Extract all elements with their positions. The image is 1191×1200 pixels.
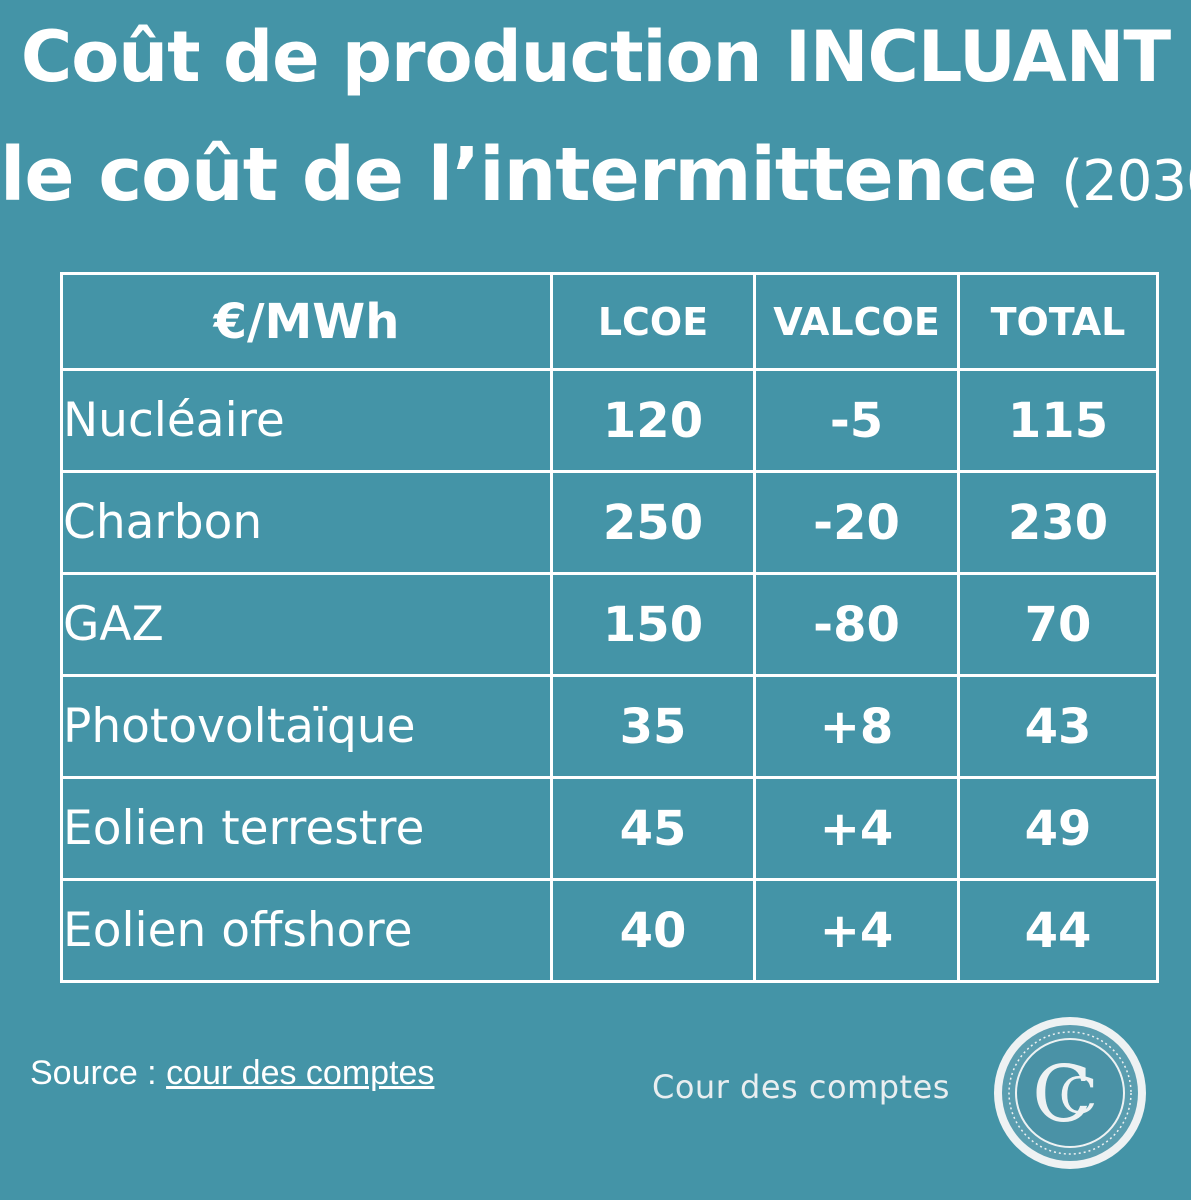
table-row-eolien-terrestre: Eolien terrestre 45 +4 49 [60, 776, 1159, 881]
cost-table: €/MWh LCOE VALCOE TOTAL Nucléaire 120 -5… [60, 272, 1159, 983]
column-header-total: TOTAL [957, 272, 1159, 371]
total-value: 115 [957, 368, 1159, 473]
total-value: 70 [957, 572, 1159, 677]
lcoe-value: 45 [550, 776, 756, 881]
row-label: Nucléaire [60, 368, 553, 473]
brand-name: Cour des comptes [652, 1068, 950, 1106]
title-line-2-text: le coût de l’intermittence [0, 132, 1037, 218]
title-line-2: le coût de l’intermittence (2030) [0, 138, 1191, 254]
valcoe-value: -80 [753, 572, 960, 677]
row-label: Eolien terrestre [60, 776, 553, 881]
row-label: Eolien offshore [60, 878, 553, 983]
total-value: 230 [957, 470, 1159, 575]
row-label: Photovoltaïque [60, 674, 553, 779]
total-value: 49 [957, 776, 1159, 881]
title-line-1: Coût de production INCLUANT [20, 16, 1171, 98]
row-label: Charbon [60, 470, 553, 575]
title-year: (2030) [1061, 149, 1191, 214]
valcoe-value: +8 [753, 674, 960, 779]
lcoe-value: 40 [550, 878, 756, 983]
row-label: GAZ [60, 572, 553, 677]
valcoe-value: -20 [753, 470, 960, 575]
table-row-nucleaire: Nucléaire 120 -5 115 [60, 368, 1159, 473]
source-label: Source : [30, 1054, 167, 1092]
table-row-gaz: GAZ 150 -80 70 [60, 572, 1159, 677]
table-row-charbon: Charbon 250 -20 230 [60, 470, 1159, 575]
svg-text:C: C [1032, 1050, 1092, 1140]
total-value: 44 [957, 878, 1159, 983]
lcoe-value: 35 [550, 674, 756, 779]
column-header-valcoe: VALCOE [753, 272, 960, 371]
valcoe-value: +4 [753, 776, 960, 881]
table-row-eolien-offshore: Eolien offshore 40 +4 44 [60, 878, 1159, 983]
source-line: Source : cour des comptes [30, 1054, 434, 1093]
chart-title: Coût de production INCLUANT le coût de l… [0, 22, 1191, 254]
unit-header: €/MWh [60, 272, 553, 371]
total-value: 43 [957, 674, 1159, 779]
valcoe-value: -5 [753, 368, 960, 473]
valcoe-value: +4 [753, 878, 960, 983]
column-header-lcoe: LCOE [550, 272, 756, 371]
table-row-photovoltaique: Photovoltaïque 35 +8 43 [60, 674, 1159, 779]
lcoe-value: 120 [550, 368, 756, 473]
table-header-row: €/MWh LCOE VALCOE TOTAL [60, 272, 1159, 371]
source-link[interactable]: cour des comptes [166, 1054, 435, 1092]
svg-text:C: C [1059, 1067, 1097, 1125]
lcoe-value: 250 [550, 470, 756, 575]
lcoe-value: 150 [550, 572, 756, 677]
cour-des-comptes-logo-icon: C C [994, 1017, 1146, 1169]
